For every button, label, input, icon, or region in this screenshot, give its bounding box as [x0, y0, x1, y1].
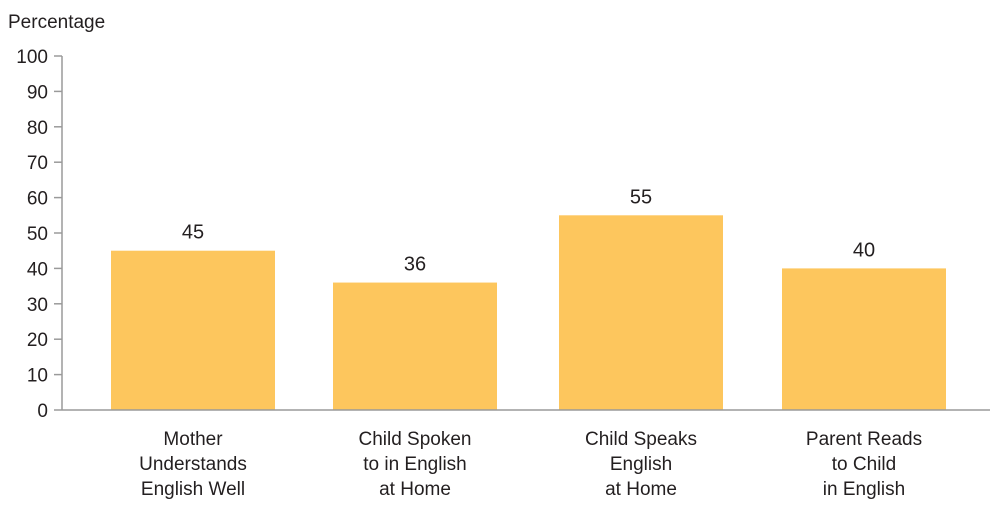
bar-value-label: 55 — [630, 186, 652, 208]
x-category-label: Child Spoken to in English at Home — [358, 429, 471, 500]
y-tick-label: 30 — [27, 295, 48, 316]
y-axis-title: Percentage — [8, 12, 105, 33]
y-tick-label: 40 — [27, 259, 48, 280]
x-category-label-line: Parent Reads — [806, 429, 922, 450]
bar-value-label: 40 — [853, 239, 875, 261]
x-category-label: Parent Reads to Child in English — [806, 429, 922, 500]
x-category-label-line: to in English — [363, 454, 467, 475]
bar — [559, 215, 723, 410]
x-category-label-line: in English — [823, 479, 905, 500]
x-category-label-line: Child Speaks — [585, 429, 697, 450]
y-tick-label: 50 — [27, 224, 48, 245]
y-tick-label: 90 — [27, 82, 48, 103]
y-tick-label: 60 — [27, 189, 48, 210]
x-category-label-line: Child Spoken — [358, 429, 471, 450]
y-tick-label: 20 — [27, 330, 48, 351]
x-axis: Mother Understands English Well Child Spoke… — [62, 409, 990, 500]
x-category-label-line: Understands — [139, 454, 247, 475]
bar-value-label: 45 — [182, 222, 204, 244]
x-category-label-line: Mother — [163, 429, 223, 450]
y-tick-label: 0 — [37, 401, 48, 422]
y-axis: 0 10 20 30 40 50 60 70 80 90 100 — [16, 47, 63, 422]
x-category-label-line: English Well — [141, 479, 245, 500]
bar — [782, 268, 946, 410]
x-category-label: Child Speaks English at Home — [585, 429, 697, 500]
x-category-label-line: at Home — [379, 479, 451, 500]
bar — [111, 250, 275, 410]
bar-value-label: 36 — [404, 254, 426, 276]
x-category-label-line: English — [610, 454, 672, 475]
y-tick-label: 100 — [16, 47, 48, 68]
bars: 45 36 55 40 — [111, 186, 946, 410]
y-tick-label: 10 — [27, 366, 48, 387]
y-tick-label: 80 — [27, 118, 48, 139]
x-category-label: Mother Understands English Well — [139, 429, 247, 500]
x-category-label-line: to Child — [832, 454, 896, 475]
y-tick-label: 70 — [27, 153, 48, 174]
bar — [333, 282, 497, 410]
x-category-label-line: at Home — [605, 479, 677, 500]
